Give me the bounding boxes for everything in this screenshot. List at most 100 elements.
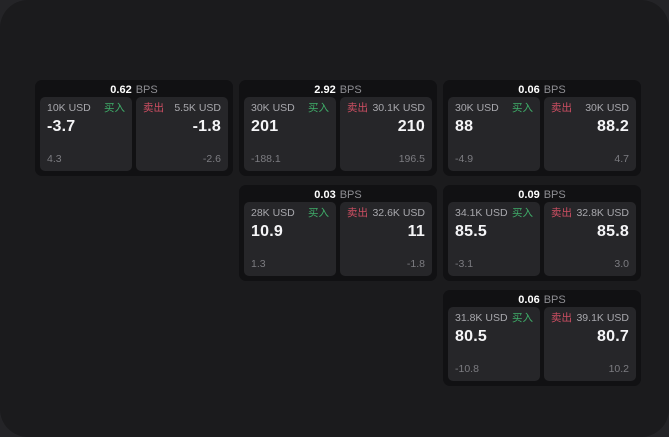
sell-panel[interactable]: 卖出 39.1K USD 80.7 10.2: [544, 307, 636, 381]
sell-price: 80.7: [597, 327, 629, 345]
buy-price: 10.9: [251, 222, 283, 240]
quote-card-4[interactable]: 0.03 BPS 28K USD 买入 10.9 1.3 卖出 32.6K US…: [239, 185, 437, 281]
bps-value: 0.62: [110, 84, 132, 96]
sell-panel[interactable]: 卖出 32.8K USD 85.8 3.0: [544, 202, 636, 276]
buy-panel[interactable]: 10K USD 买入 -3.7 4.3: [40, 97, 132, 171]
sell-amount: 5.5K USD: [174, 102, 221, 114]
buy-panel[interactable]: 30K USD 买入 201 -188.1: [244, 97, 336, 171]
buy-side-tag: 买入: [308, 102, 329, 114]
quote-card-1[interactable]: 0.62 BPS 10K USD 买入 -3.7 4.3 卖出 5.5K USD…: [35, 80, 233, 176]
buy-side-tag: 买入: [104, 102, 125, 114]
sell-delta: 4.7: [614, 153, 629, 166]
quote-card-2[interactable]: 2.92 BPS 30K USD 买入 201 -188.1 卖出 30.1K …: [239, 80, 437, 176]
buy-panel-top: 10K USD 买入: [47, 102, 125, 115]
buy-panel[interactable]: 34.1K USD 买入 85.5 -3.1: [448, 202, 540, 276]
buy-delta: -3.1: [455, 258, 474, 271]
sell-price: -1.8: [192, 117, 221, 135]
sell-price: 85.8: [597, 222, 629, 240]
sell-panel-top: 卖出 30.1K USD: [347, 102, 425, 115]
bps-header: 2.92 BPS: [244, 80, 432, 97]
bps-unit-label: BPS: [339, 189, 362, 201]
bps-value: 0.09: [518, 189, 540, 201]
sell-price: 210: [397, 117, 425, 135]
sell-panel[interactable]: 卖出 30.1K USD 210 196.5: [340, 97, 432, 171]
buy-side-tag: 买入: [512, 312, 533, 324]
bps-unit-label: BPS: [339, 84, 362, 96]
bps-unit-label: BPS: [135, 84, 158, 96]
buy-panel[interactable]: 31.8K USD 买入 80.5 -10.8: [448, 307, 540, 381]
bps-unit-label: BPS: [543, 294, 566, 306]
quote-card-3[interactable]: 0.06 BPS 30K USD 买入 88 -4.9 卖出 30K USD 8…: [443, 80, 641, 176]
bps-header: 0.03 BPS: [244, 185, 432, 202]
bps-value: 0.03: [314, 189, 336, 201]
sell-amount: 30K USD: [585, 102, 629, 114]
bps-header: 0.62 BPS: [40, 80, 228, 97]
sell-panel[interactable]: 卖出 32.6K USD 11 -1.8: [340, 202, 432, 276]
quote-card-body: 34.1K USD 买入 85.5 -3.1 卖出 32.8K USD 85.8…: [448, 202, 636, 276]
buy-price: 80.5: [455, 327, 487, 345]
sell-price: 11: [407, 222, 425, 240]
buy-amount: 30K USD: [455, 102, 499, 114]
buy-delta: -10.8: [455, 363, 479, 376]
bps-value: 2.92: [314, 84, 336, 96]
buy-delta: -4.9: [455, 153, 474, 166]
buy-price: 88: [455, 117, 474, 135]
quote-card-body: 30K USD 买入 201 -188.1 卖出 30.1K USD 210 1…: [244, 97, 432, 171]
bps-value: 0.06: [518, 294, 540, 306]
quote-card-body: 10K USD 买入 -3.7 4.3 卖出 5.5K USD -1.8 -2.…: [40, 97, 228, 171]
buy-delta: 4.3: [47, 153, 62, 166]
bps-header: 0.06 BPS: [448, 290, 636, 307]
buy-price: 85.5: [455, 222, 487, 240]
sell-amount: 32.6K USD: [372, 207, 425, 219]
buy-delta: -188.1: [251, 153, 281, 166]
buy-panel-top: 31.8K USD 买入: [455, 312, 533, 325]
sell-delta: 3.0: [614, 258, 629, 271]
buy-amount: 30K USD: [251, 102, 295, 114]
buy-price: 201: [251, 117, 279, 135]
sell-side-tag: 卖出: [551, 312, 572, 324]
sell-side-tag: 卖出: [551, 207, 572, 219]
sell-side-tag: 卖出: [347, 207, 368, 219]
sell-amount: 30.1K USD: [372, 102, 425, 114]
quote-card-5[interactable]: 0.09 BPS 34.1K USD 买入 85.5 -3.1 卖出 32.8K…: [443, 185, 641, 281]
buy-panel[interactable]: 30K USD 买入 88 -4.9: [448, 97, 540, 171]
buy-price: -3.7: [47, 117, 76, 135]
sell-panel-top: 卖出 39.1K USD: [551, 312, 629, 325]
sell-price: 88.2: [597, 117, 629, 135]
buy-amount: 10K USD: [47, 102, 91, 114]
bps-unit-label: BPS: [543, 84, 566, 96]
sell-panel[interactable]: 卖出 5.5K USD -1.8 -2.6: [136, 97, 228, 171]
bps-value: 0.06: [518, 84, 540, 96]
buy-side-tag: 买入: [308, 207, 329, 219]
sell-delta: -1.8: [406, 258, 425, 271]
buy-panel-top: 28K USD 买入: [251, 207, 329, 220]
sell-amount: 39.1K USD: [576, 312, 629, 324]
sell-panel[interactable]: 卖出 30K USD 88.2 4.7: [544, 97, 636, 171]
buy-panel-top: 30K USD 买入: [455, 102, 533, 115]
sell-side-tag: 卖出: [347, 102, 368, 114]
sell-panel-top: 卖出 30K USD: [551, 102, 629, 115]
buy-delta: 1.3: [251, 258, 266, 271]
quote-card-6[interactable]: 0.06 BPS 31.8K USD 买入 80.5 -10.8 卖出 39.1…: [443, 290, 641, 386]
sell-side-tag: 卖出: [551, 102, 572, 114]
buy-amount: 34.1K USD: [455, 207, 508, 219]
quote-card-body: 31.8K USD 买入 80.5 -10.8 卖出 39.1K USD 80.…: [448, 307, 636, 381]
buy-side-tag: 买入: [512, 102, 533, 114]
buy-panel[interactable]: 28K USD 买入 10.9 1.3: [244, 202, 336, 276]
sell-delta: -2.6: [202, 153, 221, 166]
sell-panel-top: 卖出 5.5K USD: [143, 102, 221, 115]
buy-side-tag: 买入: [512, 207, 533, 219]
sell-panel-top: 卖出 32.6K USD: [347, 207, 425, 220]
sell-delta: 10.2: [608, 363, 629, 376]
buy-amount: 28K USD: [251, 207, 295, 219]
sell-delta: 196.5: [398, 153, 425, 166]
buy-panel-top: 34.1K USD 买入: [455, 207, 533, 220]
buy-amount: 31.8K USD: [455, 312, 508, 324]
sell-amount: 32.8K USD: [576, 207, 629, 219]
buy-panel-top: 30K USD 买入: [251, 102, 329, 115]
bps-unit-label: BPS: [543, 189, 566, 201]
sell-side-tag: 卖出: [143, 102, 164, 114]
sell-panel-top: 卖出 32.8K USD: [551, 207, 629, 220]
quote-card-body: 28K USD 买入 10.9 1.3 卖出 32.6K USD 11 -1.8: [244, 202, 432, 276]
